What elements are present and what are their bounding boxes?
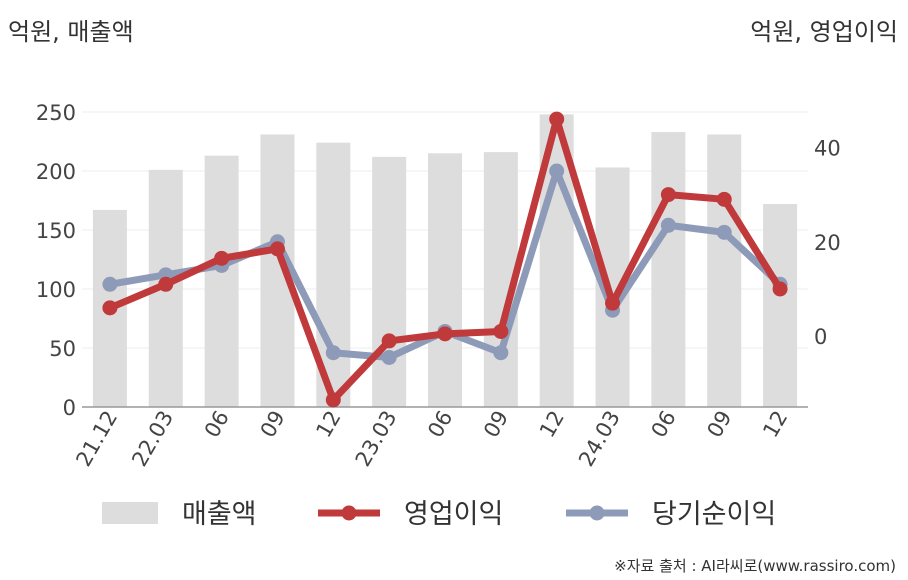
legend-label-sales: 매출액 (182, 499, 257, 530)
y-right-tick-label: 0 (814, 325, 827, 349)
line-series (102, 111, 788, 408)
point-net-income (102, 276, 118, 292)
y-left-tick-label: 0 (63, 396, 76, 420)
point-operating-profit (716, 191, 732, 207)
x-tick-label: 09 (702, 407, 736, 442)
point-operating-profit (660, 187, 676, 203)
bar-sales (763, 204, 798, 407)
bar-sales (204, 155, 239, 407)
bar-sales (372, 156, 407, 407)
y-right-tick-label: 40 (814, 136, 841, 160)
legend-swatch-sales (102, 502, 158, 524)
point-operating-profit (549, 111, 565, 127)
point-operating-profit (158, 276, 174, 292)
point-net-income (716, 224, 732, 240)
point-operating-profit (381, 333, 397, 349)
point-operating-profit (214, 250, 230, 266)
y-left-tick-label: 250 (36, 101, 76, 125)
x-tick-label: 21.12 (71, 407, 122, 471)
point-net-income (660, 217, 676, 233)
y-left-tick-label: 100 (36, 278, 76, 302)
right-axis-unit: 억원, 영업이익 (750, 18, 898, 46)
bar-sales (651, 132, 686, 407)
point-operating-profit (772, 281, 788, 297)
x-tick-label: 22.03 (127, 407, 178, 471)
point-operating-profit (605, 295, 621, 311)
point-operating-profit (269, 241, 285, 257)
x-tick-label: 06 (423, 407, 457, 442)
y-left-tick-label: 200 (36, 160, 76, 184)
point-net-income (325, 345, 341, 361)
legend-marker-net-income (589, 505, 605, 521)
point-operating-profit (102, 300, 118, 316)
legend-label-operating-profit: 영업이익 (404, 499, 503, 530)
x-tick-label: 09 (256, 407, 290, 442)
x-tick-label: 06 (200, 407, 234, 442)
point-operating-profit (325, 392, 341, 408)
legend: 매출액 영업이익 당기순이익 (102, 499, 776, 530)
y-left-tick-label: 150 (36, 219, 76, 243)
x-tick-label: 06 (647, 407, 681, 442)
x-tick-label: 12 (311, 407, 345, 442)
point-net-income (493, 345, 509, 361)
point-operating-profit (437, 326, 453, 342)
x-tick-label: 12 (535, 407, 569, 442)
point-net-income (381, 349, 397, 365)
bar-sales (707, 134, 742, 408)
point-net-income (549, 163, 565, 179)
x-tick-label: 24.03 (574, 407, 625, 471)
legend-marker-operating-profit (341, 505, 357, 521)
legend-label-net-income: 당기순이익 (652, 499, 776, 530)
y-right-tick-label: 20 (814, 231, 841, 255)
x-tick-label: 23.03 (351, 407, 402, 471)
left-axis-unit: 억원, 매출액 (8, 18, 134, 46)
y-left-tick-label: 50 (49, 337, 76, 361)
x-tick-label: 12 (758, 407, 792, 442)
point-operating-profit (493, 323, 509, 339)
bar-sales (428, 153, 462, 407)
source-note: ※자료 출처 : AI라씨로(www.rassiro.com) (614, 557, 896, 575)
bar-series-sales (92, 114, 798, 408)
x-tick-label: 09 (479, 407, 513, 442)
